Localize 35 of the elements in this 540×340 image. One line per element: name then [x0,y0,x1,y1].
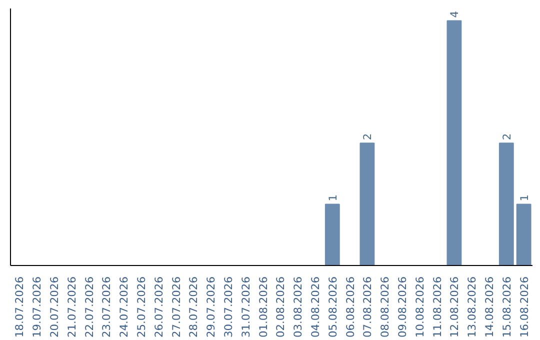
x-tick-label: 22.07.2026 [82,276,96,338]
x-tick-label: 05.08.2026 [326,276,340,338]
x-tick-label: 04.08.2026 [309,276,322,338]
x-tick-label: 23.07.2026 [100,276,114,338]
x-tick-label: 27.07.2026 [170,276,183,338]
x-tick-label: 09.08.2026 [396,276,409,338]
data-label: 1 [518,194,531,202]
x-tick-label: 14.08.2026 [483,276,496,338]
x-tick-label: 24.07.2026 [118,276,131,338]
x-tick-label: 20.07.2026 [48,276,61,338]
x-tick-label: 03.08.2026 [292,276,305,338]
x-tick-label: 25.07.2026 [135,276,148,338]
x-tick-label: 15.08.2026 [500,276,514,338]
x-tick-label: 18.07.2026 [13,276,26,338]
x-tick-label: 10.08.2026 [413,276,426,338]
x-tick-label: 21.07.2026 [65,276,78,338]
x-tick-label: 30.07.2026 [222,276,235,338]
x-tick-label: 06.08.2026 [344,276,357,338]
data-label: 4 [448,10,462,18]
x-tick-label: 08.08.2026 [378,276,392,338]
x-tick-label: 31.07.2026 [239,276,252,338]
x-tick-label: 12.08.2026 [448,276,462,338]
x-tick-label: 13.08.2026 [466,276,479,338]
x-tick-label: 19.07.2026 [30,276,44,338]
x-tick-label: 02.08.2026 [274,276,288,338]
data-label: 1 [326,194,340,202]
x-tick-label: 26.07.2026 [152,276,166,338]
data-label: 2 [500,133,514,140]
x-tick-label: 16.08.2026 [518,276,531,338]
x-tick-label: 11.08.2026 [430,276,444,338]
x-tick-label: 01.08.2026 [256,276,270,338]
x-tick-label: 28.07.2026 [187,276,200,338]
x-tick-label: 29.07.2026 [204,276,218,338]
x-tick-label: 07.08.2026 [361,276,374,338]
data-label: 2 [361,133,374,140]
